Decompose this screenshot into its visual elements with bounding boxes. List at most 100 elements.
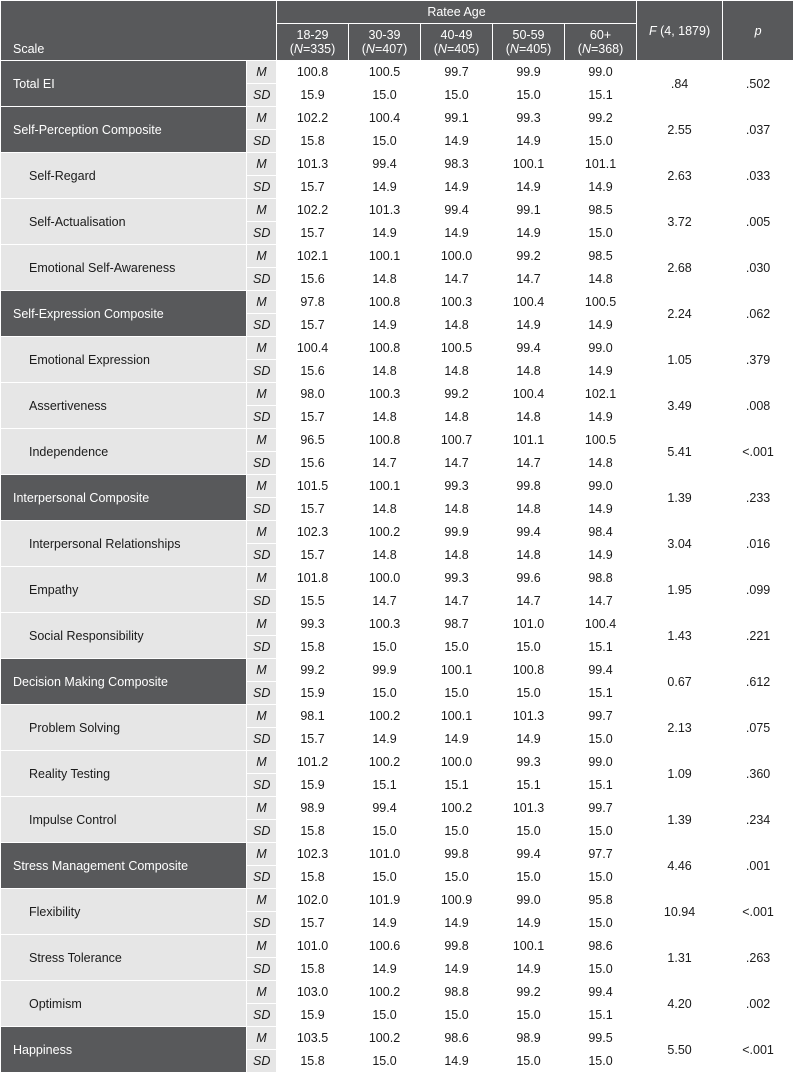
stat-type: M [247, 337, 277, 360]
value-cell: 15.7 [277, 314, 349, 337]
anova-table: Scale Ratee Age F (4, 1879) p 18-29(N=33… [0, 0, 793, 1073]
table-row: FlexibilityM102.0101.9100.999.095.810.94… [1, 889, 793, 912]
scale-label: Interpersonal Composite [1, 475, 247, 521]
value-cell: 100.1 [349, 245, 421, 268]
value-cell: 14.9 [421, 728, 493, 751]
scale-label: Interpersonal Relationships [1, 521, 247, 567]
stat-type: M [247, 475, 277, 498]
value-cell: 101.9 [349, 889, 421, 912]
value-cell: 14.7 [493, 268, 565, 291]
header-age-col: 30-39(N=407) [349, 24, 421, 61]
value-cell: 98.3 [421, 153, 493, 176]
value-cell: 15.0 [349, 636, 421, 659]
stat-type: SD [247, 360, 277, 383]
f-value: 10.94 [637, 889, 723, 935]
header-age-col: 40-49(N=405) [421, 24, 493, 61]
value-cell: 14.7 [493, 590, 565, 613]
value-cell: 15.0 [493, 1050, 565, 1073]
value-cell: 100.1 [421, 705, 493, 728]
table-row: Interpersonal RelationshipsM102.3100.299… [1, 521, 793, 544]
value-cell: 100.2 [349, 751, 421, 774]
stat-type: SD [247, 268, 277, 291]
f-value: 2.24 [637, 291, 723, 337]
stat-type: SD [247, 176, 277, 199]
value-cell: 15.0 [349, 1004, 421, 1027]
value-cell: 15.0 [349, 84, 421, 107]
table-row: Emotional ExpressionM100.4100.8100.599.4… [1, 337, 793, 360]
value-cell: 14.9 [421, 1050, 493, 1073]
p-value: .001 [723, 843, 793, 889]
scale-label: Total EI [1, 61, 247, 107]
scale-label: Social Responsibility [1, 613, 247, 659]
table-row: OptimismM103.0100.298.899.299.44.20.002 [1, 981, 793, 1004]
header-age-col: 50-59(N=405) [493, 24, 565, 61]
value-cell: 14.7 [493, 452, 565, 475]
value-cell: 100.9 [421, 889, 493, 912]
value-cell: 14.8 [349, 498, 421, 521]
scale-label: Reality Testing [1, 751, 247, 797]
value-cell: 14.8 [493, 498, 565, 521]
stat-type: M [247, 199, 277, 222]
value-cell: 98.1 [277, 705, 349, 728]
p-value: .233 [723, 475, 793, 521]
table-row: Interpersonal CompositeM101.5100.199.399… [1, 475, 793, 498]
value-cell: 100.8 [277, 61, 349, 84]
value-cell: 99.0 [565, 337, 637, 360]
value-cell: 14.7 [349, 452, 421, 475]
value-cell: 15.0 [493, 682, 565, 705]
value-cell: 15.5 [277, 590, 349, 613]
scale-label: Stress Tolerance [1, 935, 247, 981]
value-cell: 15.1 [565, 636, 637, 659]
scale-label: Problem Solving [1, 705, 247, 751]
value-cell: 14.9 [493, 176, 565, 199]
value-cell: 100.4 [493, 291, 565, 314]
value-cell: 98.7 [421, 613, 493, 636]
stat-type: M [247, 61, 277, 84]
value-cell: 14.8 [421, 498, 493, 521]
p-value: .221 [723, 613, 793, 659]
value-cell: 14.9 [493, 314, 565, 337]
value-cell: 100.3 [421, 291, 493, 314]
value-cell: 14.8 [349, 406, 421, 429]
value-cell: 15.9 [277, 84, 349, 107]
table-row: Reality TestingM101.2100.2100.099.399.01… [1, 751, 793, 774]
p-value: .099 [723, 567, 793, 613]
stat-type: SD [247, 498, 277, 521]
f-value: 1.31 [637, 935, 723, 981]
stat-type: SD [247, 84, 277, 107]
scale-label: Self-Perception Composite [1, 107, 247, 153]
value-cell: 15.0 [349, 820, 421, 843]
value-cell: 15.0 [493, 1004, 565, 1027]
value-cell: 101.0 [493, 613, 565, 636]
value-cell: 15.0 [349, 866, 421, 889]
table-row: HappinessM103.5100.298.698.999.55.50<.00… [1, 1027, 793, 1050]
value-cell: 99.8 [421, 843, 493, 866]
stat-type: M [247, 797, 277, 820]
value-cell: 100.5 [565, 291, 637, 314]
stat-type: M [247, 521, 277, 544]
value-cell: 15.0 [349, 130, 421, 153]
value-cell: 99.0 [493, 889, 565, 912]
header-p: p [723, 1, 793, 61]
stat-type: SD [247, 682, 277, 705]
stat-type: SD [247, 912, 277, 935]
value-cell: 15.9 [277, 774, 349, 797]
value-cell: 100.8 [349, 337, 421, 360]
value-cell: 15.8 [277, 958, 349, 981]
table-row: Self-Perception CompositeM102.2100.499.1… [1, 107, 793, 130]
value-cell: 15.0 [421, 866, 493, 889]
value-cell: 98.5 [565, 245, 637, 268]
value-cell: 100.7 [421, 429, 493, 452]
value-cell: 99.2 [421, 383, 493, 406]
table-row: Self-Expression CompositeM97.8100.8100.3… [1, 291, 793, 314]
value-cell: 99.3 [421, 567, 493, 590]
f-value: .84 [637, 61, 723, 107]
value-cell: 99.8 [421, 935, 493, 958]
f-value: 5.41 [637, 429, 723, 475]
value-cell: 14.7 [421, 268, 493, 291]
value-cell: 100.4 [493, 383, 565, 406]
value-cell: 100.1 [421, 659, 493, 682]
stat-type: M [247, 889, 277, 912]
p-value: .033 [723, 153, 793, 199]
value-cell: 101.1 [565, 153, 637, 176]
